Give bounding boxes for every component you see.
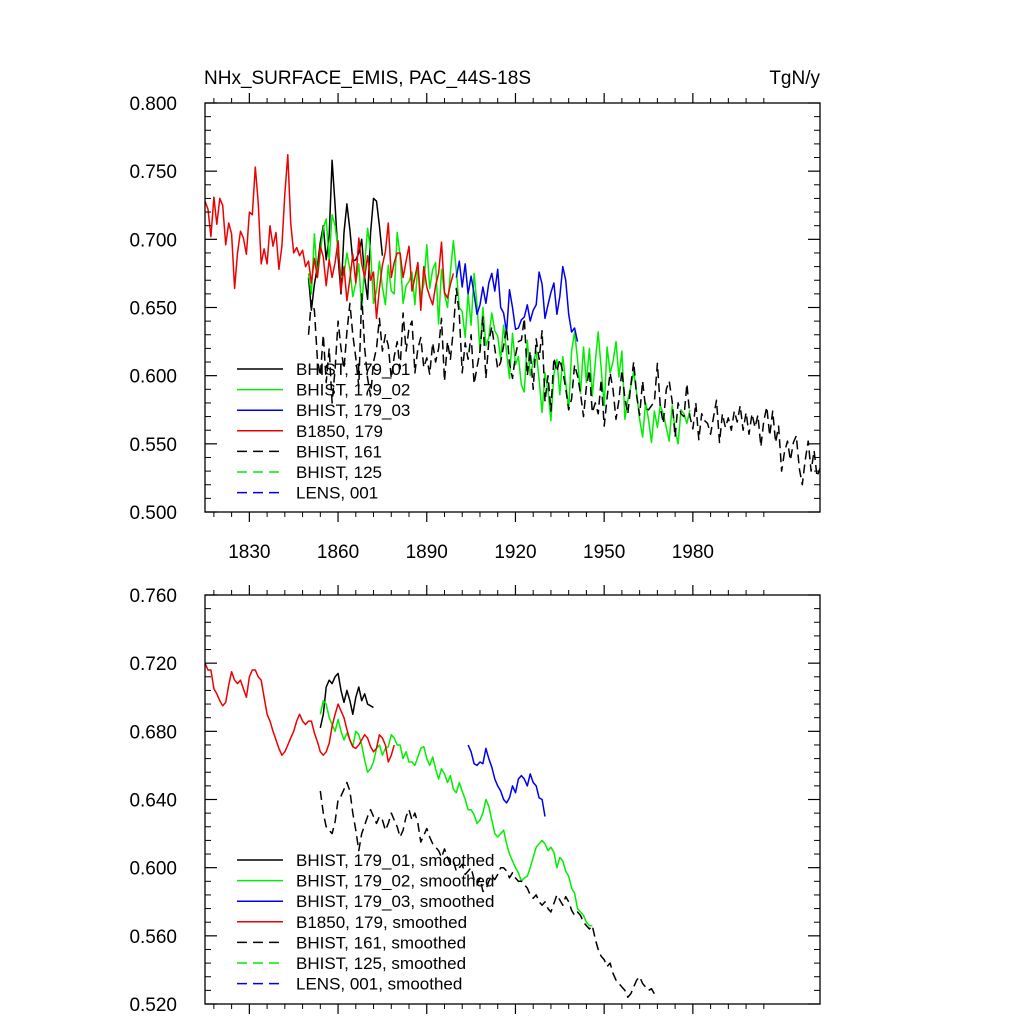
y-tick-label: 0.650 (129, 299, 177, 320)
legend-label: BHIST, 179_01 (296, 360, 410, 379)
y-tick-label: 0.550 (129, 435, 177, 456)
legend-item: BHIST, 179_01, smoothed (237, 851, 494, 870)
top-chart: NHx_SURFACE_EMIS, PAC_44S-18S TgN/y 0.50… (129, 68, 821, 563)
legend-item: BHIST, 179_02 (237, 381, 410, 400)
series-line-4 (307, 287, 820, 486)
tick-layer: 0.520 0.560 0.600 0.640 0.680 0.720 0.760 (129, 585, 820, 1016)
y-tick-label: 0.640 (129, 791, 177, 812)
x-tick-label: 1980 (672, 542, 714, 563)
legend-label: BHIST, 161, smoothed (296, 933, 466, 952)
y-tick-label: 0.800 (129, 94, 177, 115)
legend-label: B1850, 179, smoothed (296, 913, 467, 932)
y-tick-label: 0.600 (129, 859, 177, 880)
legend-label: BHIST, 179_02, smoothed (296, 872, 494, 891)
y-tick-label: 0.500 (129, 503, 177, 524)
series-line-3 (205, 662, 395, 763)
legend-item: BHIST, 125, smoothed (237, 954, 466, 973)
plot-frame (204, 594, 821, 1005)
legend-item: BHIST, 161 (237, 442, 382, 461)
legend-label: LENS, 001, smoothed (296, 975, 462, 994)
legend-label: BHIST, 125, smoothed (296, 954, 466, 973)
series-line-1 (319, 699, 593, 927)
legend-item: B1850, 179, smoothed (237, 913, 467, 932)
series-line-2 (455, 260, 579, 342)
y-tick-label: 0.750 (129, 162, 177, 183)
legend-label: BHIST, 161 (296, 442, 382, 461)
y-tick-label: 0.680 (129, 722, 177, 743)
legend-item: BHIST, 161, smoothed (237, 933, 466, 952)
legend-item: BHIST, 125 (237, 463, 382, 482)
plot-frame (204, 102, 821, 513)
legend-label: BHIST, 179_01, smoothed (296, 851, 494, 870)
tick-layer: 0.500 0.550 0.600 0.650 0.700 0.750 0.800 1830 1… (129, 93, 820, 563)
legend-item: B1850, 179 (237, 422, 383, 441)
legend-label: BHIST, 179_03 (296, 401, 410, 420)
chart-title: NHx_SURFACE_EMIS, PAC_44S-18S (204, 68, 531, 89)
series-line-3 (205, 154, 455, 320)
legend-item: BHIST, 179_01 (237, 360, 410, 379)
legend-label: BHIST, 179_03, smoothed (296, 892, 494, 911)
legend-item: BHIST, 179_03 (237, 401, 410, 420)
x-tick-label: 1950 (583, 542, 625, 563)
x-tick-label: 1920 (494, 542, 536, 563)
chart-units: TgN/y (769, 68, 820, 89)
legend-item: BHIST, 179_03, smoothed (237, 892, 494, 911)
y-tick-label: 0.560 (129, 927, 177, 948)
series-line-2 (467, 744, 546, 817)
x-tick-label: 1890 (406, 542, 448, 563)
bottom-chart: 0.520 0.560 0.600 0.640 0.680 0.720 0.760 BHIS… (129, 585, 821, 1016)
legend-label: BHIST, 179_02 (296, 381, 410, 400)
legend-label: BHIST, 125 (296, 463, 382, 482)
x-tick-label: 1830 (228, 542, 270, 563)
y-tick-label: 0.720 (129, 654, 177, 675)
series-layer (205, 662, 656, 998)
legend-label: B1850, 179 (296, 422, 383, 441)
series-line-0 (319, 672, 374, 729)
y-tick-label: 0.520 (129, 995, 177, 1016)
x-tick-label: 1860 (317, 542, 359, 563)
legend-item: LENS, 001 (237, 484, 378, 503)
y-tick-label: 0.700 (129, 230, 177, 251)
legend-label: LENS, 001 (296, 484, 378, 503)
y-tick-label: 0.760 (129, 586, 177, 607)
legend: BHIST, 179_01, smoothed BHIST, 179_02, sm… (237, 851, 494, 994)
y-tick-label: 0.600 (129, 367, 177, 388)
legend-item: LENS, 001, smoothed (237, 975, 462, 994)
legend-item: BHIST, 179_02, smoothed (237, 872, 494, 891)
series-layer (205, 154, 820, 486)
series-line-4 (319, 781, 656, 998)
